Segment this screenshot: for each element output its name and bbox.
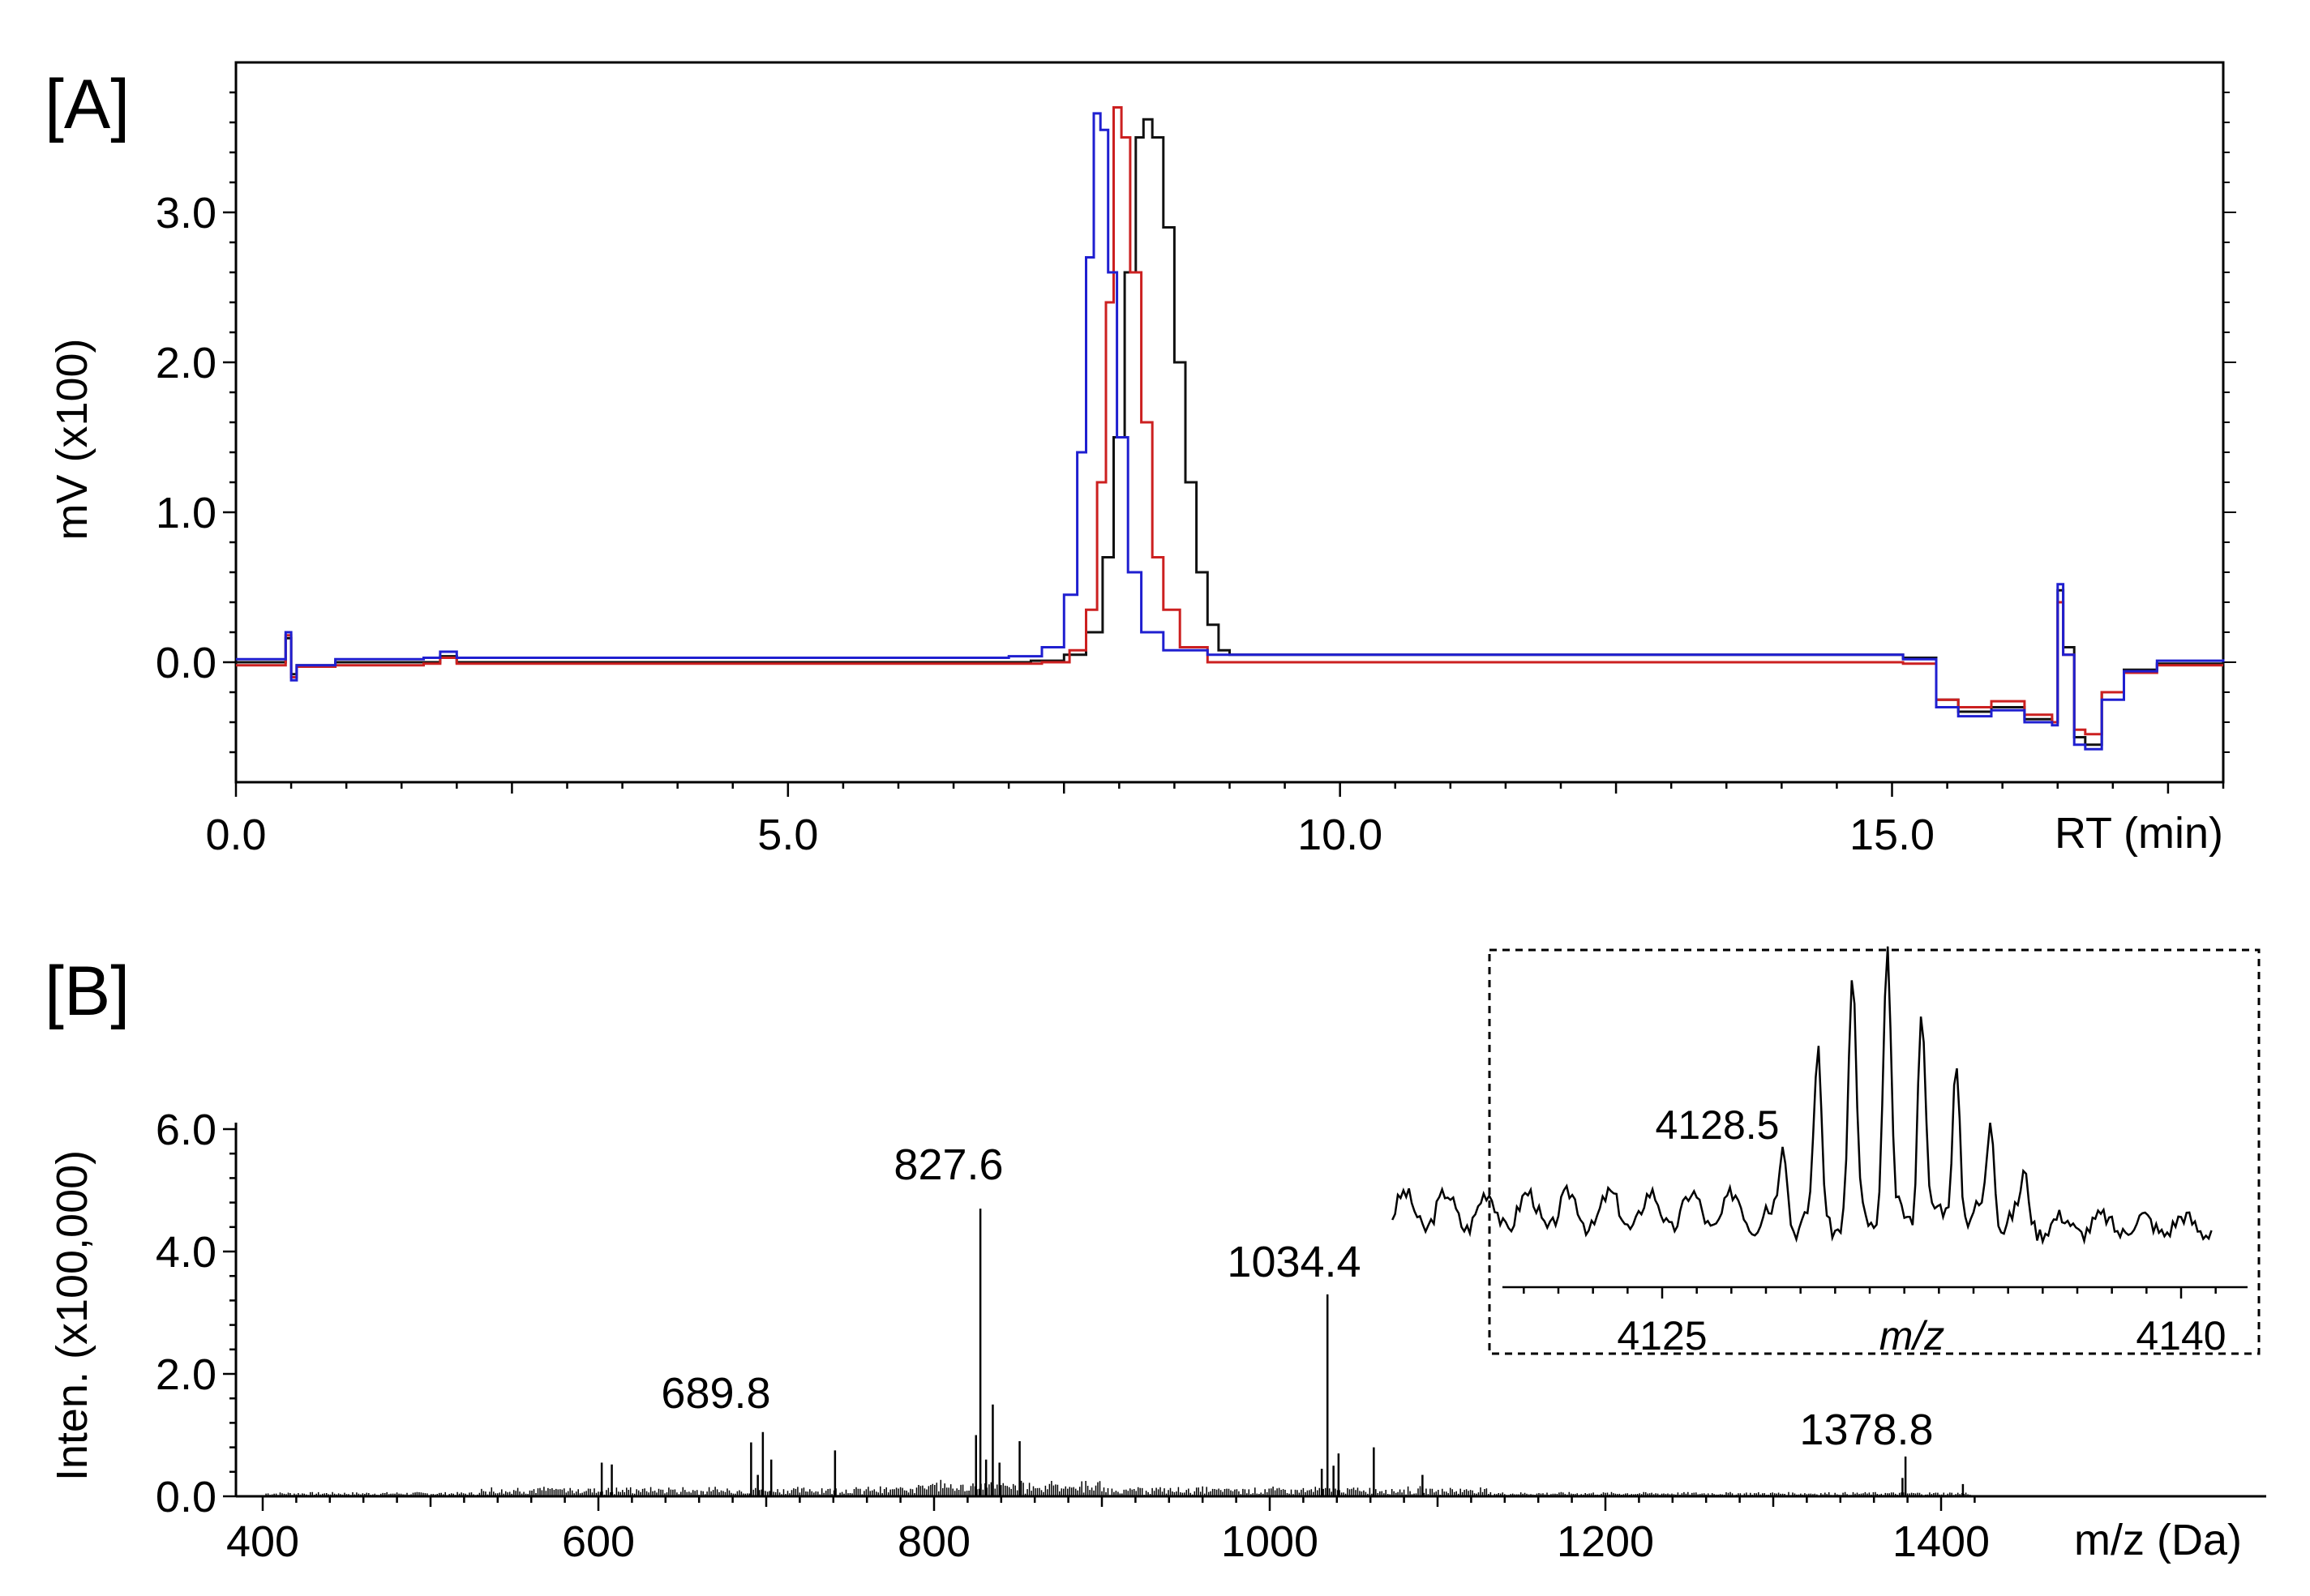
y-tick-label: 4.0 (156, 1228, 216, 1277)
x-tick-label: 10.0 (1297, 811, 1382, 859)
x-tick-label: 1400 (1892, 1517, 1990, 1566)
spectrum-x-axis: 400 600 800 1000 1200 1400 (226, 1496, 1990, 1566)
x-tick-label: 15.0 (1849, 811, 1935, 859)
trace-blue (236, 112, 2225, 751)
x-tick-label: 5.0 (757, 811, 818, 859)
chromatogram-y-title: mV (x100) (48, 338, 96, 540)
y-tick-label: 2.0 (156, 1350, 216, 1399)
chromatogram-frame (234, 61, 2225, 784)
peak-label-689: 689.8 (661, 1369, 770, 1418)
chromatogram-right-ticks (2223, 92, 2236, 753)
spectrum-y-axis: 0.0 2.0 4.0 6.0 (156, 1106, 236, 1521)
chromatogram-traces (236, 106, 2225, 751)
chromatogram-x-title: RT (min) (2055, 809, 2223, 858)
noise-trace (265, 1479, 1971, 1496)
inset-x-tick-label: 4140 (2136, 1313, 2226, 1359)
x-tick-label: 600 (562, 1517, 635, 1566)
chromatogram-panel: 0.0 1.0 2.0 3.0 0.0 5.0 10.0 15.0 RT (min) mV … (48, 61, 2236, 859)
x-tick-label: 400 (226, 1517, 299, 1566)
peak-label-827: 827.6 (894, 1140, 1003, 1189)
trace-black (236, 118, 2225, 747)
y-tick-label: 1.0 (156, 489, 216, 537)
x-tick-label: 1000 (1221, 1517, 1318, 1566)
chromatogram-y-axis: 0.0 1.0 2.0 3.0 (156, 91, 236, 754)
spectrum-peak-labels: 689.8 827.6 1034.4 1378.8 (661, 1140, 1933, 1454)
y-tick-label: 0.0 (156, 639, 216, 687)
y-tick-label: 2.0 (156, 339, 216, 387)
inset-frame (1488, 948, 2261, 1355)
inset-x-title: m/z (1879, 1313, 1945, 1359)
chromatogram-x-axis: 0.0 5.0 10.0 15.0 (205, 782, 2225, 859)
x-tick-label: 800 (898, 1517, 971, 1566)
inset-x-tick-label: 4125 (1617, 1313, 1707, 1359)
trace-red (236, 106, 2223, 736)
x-tick-label: 1200 (1557, 1517, 1654, 1566)
y-tick-label: 6.0 (156, 1106, 216, 1154)
inset-isotope-trace (1391, 946, 2213, 1246)
peak-label-1034: 1034.4 (1227, 1238, 1361, 1286)
isotope-inset: 4125 4140 4128.5 m/z (1391, 946, 2261, 1359)
spectrum-y-title: Inten. (x100,000) (48, 1150, 96, 1481)
spectrum-noise (265, 1479, 1971, 1496)
spectrum-x-title: m/z (Da) (2074, 1516, 2242, 1564)
spectrum-peaks (600, 1209, 1965, 1496)
x-tick-label: 0.0 (205, 811, 266, 859)
panel-a-label: [A] (45, 66, 130, 143)
y-tick-label: 3.0 (156, 189, 216, 237)
inset-x-axis: 4125 4140 (1523, 1287, 2226, 1359)
mass-spectrum-panel: 0.0 2.0 4.0 6.0 400 600 800 1000 1200 1400 689.8… (48, 946, 2266, 1566)
peak-label-1378: 1378.8 (1799, 1406, 1933, 1454)
panel-b-label: [B] (45, 952, 130, 1030)
y-tick-label: 0.0 (156, 1473, 216, 1521)
inset-annotation: 4128.5 (1656, 1102, 1780, 1148)
